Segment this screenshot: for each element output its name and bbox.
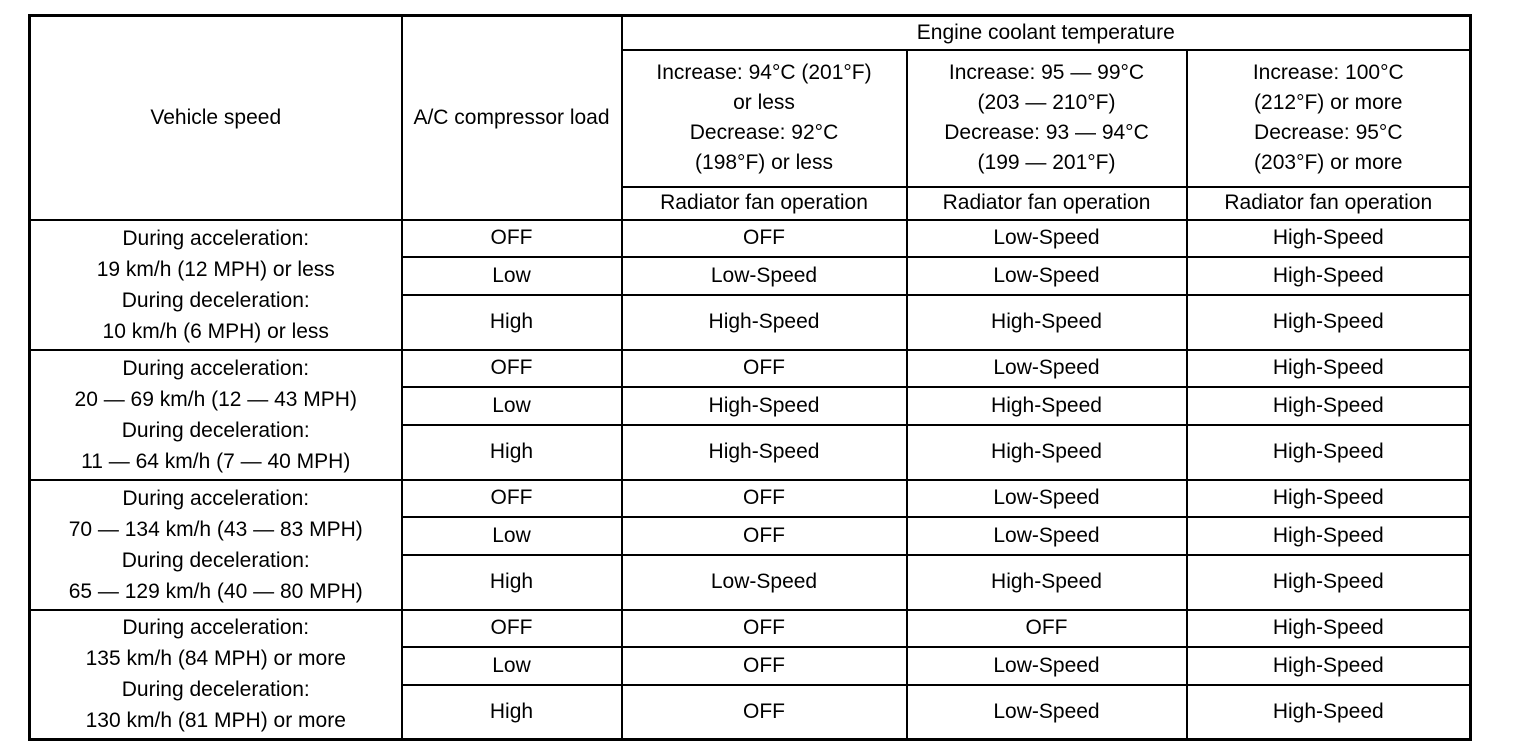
- vehicle-speed-line: 11 — 64 km/h (7 — 40 MPH): [81, 449, 351, 473]
- vehicle-speed-line: 135 km/h (84 MPH) or more: [85, 647, 346, 671]
- ac-load-cell: Low: [400, 255, 623, 296]
- ac-load-cell: Low: [400, 385, 623, 426]
- vehicle-speed-cell: During acceleration: 19 km/h (12 MPH) or…: [28, 218, 403, 351]
- temp-range-line: Increase: 94°C (201°F): [656, 61, 872, 84]
- ac-load-cell: OFF: [400, 218, 623, 258]
- fan-operation-cell: High-Speed: [1185, 553, 1472, 611]
- ac-load-cell: Low: [400, 515, 623, 556]
- ac-load-cell: OFF: [400, 478, 623, 518]
- vehicle-speed-line: During deceleration:: [121, 678, 310, 702]
- radiator-fan-operation-header-1: Radiator fan operation: [620, 185, 908, 221]
- fan-operation-cell: Low-Speed: [905, 255, 1188, 296]
- fan-operation-cell: Low-Speed: [905, 218, 1188, 258]
- radiator-fan-operation-header-2: Radiator fan operation: [905, 185, 1188, 221]
- ac-load-cell: Low: [400, 645, 623, 686]
- fan-operation-cell: Low-Speed: [905, 515, 1188, 556]
- fan-operation-cell: OFF: [620, 515, 908, 556]
- radiator-fan-operation-table: Vehicle speed A/C compressor load Engine…: [28, 14, 1473, 741]
- temp-range-line: (212°F) or more: [1254, 91, 1403, 114]
- ac-load-cell: High: [400, 683, 623, 741]
- ac-load-cell: High: [400, 423, 623, 481]
- vehicle-speed-line: 10 km/h (6 MPH) or less: [102, 319, 329, 343]
- vehicle-speed-line: During acceleration:: [122, 486, 310, 510]
- temp-range-line: (198°F) or less: [695, 151, 833, 174]
- temp-range-line: (203°F) or more: [1254, 151, 1403, 174]
- fan-operation-cell: High-Speed: [905, 423, 1188, 481]
- vehicle-speed-line: During acceleration:: [122, 226, 310, 250]
- fan-operation-cell: High-Speed: [905, 553, 1188, 611]
- fan-operation-cell: High-Speed: [1185, 255, 1472, 296]
- fan-operation-cell: High-Speed: [1185, 645, 1472, 686]
- vehicle-speed-cell: During acceleration: 70 — 134 km/h (43 —…: [28, 478, 403, 611]
- vehicle-speed-header: Vehicle speed: [28, 14, 403, 221]
- fan-operation-cell: High-Speed: [1185, 683, 1472, 741]
- fan-operation-cell: Low-Speed: [905, 645, 1188, 686]
- temp-range-column-3: Increase: 100°C (212°F) or more Decrease…: [1185, 48, 1472, 188]
- fan-operation-cell: Low-Speed: [905, 348, 1188, 388]
- vehicle-speed-cell: During acceleration: 20 — 69 km/h (12 — …: [28, 348, 403, 481]
- fan-operation-cell: OFF: [905, 608, 1188, 648]
- fan-operation-cell: OFF: [620, 218, 908, 258]
- fan-operation-cell: High-Speed: [1185, 608, 1472, 648]
- fan-operation-cell: High-Speed: [620, 385, 908, 426]
- vehicle-speed-line: During acceleration:: [122, 356, 310, 380]
- fan-operation-cell: High-Speed: [1185, 293, 1472, 351]
- ac-compressor-load-header: A/C compressor load: [400, 14, 623, 221]
- vehicle-speed-line: During acceleration:: [122, 616, 310, 640]
- vehicle-speed-cell: During acceleration: 135 km/h (84 MPH) o…: [28, 608, 403, 741]
- engine-coolant-temperature-header: Engine coolant temperature: [620, 14, 1472, 51]
- fan-operation-cell: High-Speed: [1185, 218, 1472, 258]
- vehicle-speed-line: 19 km/h (12 MPH) or less: [96, 257, 335, 281]
- fan-operation-cell: High-Speed: [620, 423, 908, 481]
- fan-operation-cell: Low-Speed: [620, 553, 908, 611]
- temp-range-line: Decrease: 93 — 94°C: [944, 121, 1149, 144]
- temp-range-line: Increase: 95 — 99°C: [948, 61, 1145, 84]
- ac-load-cell: High: [400, 293, 623, 351]
- temp-range-line: Decrease: 92°C: [689, 121, 839, 144]
- temp-range-column-2: Increase: 95 — 99°C (203 — 210°F) Decrea…: [905, 48, 1188, 188]
- fan-operation-cell: High-Speed: [905, 385, 1188, 426]
- vehicle-speed-line: During deceleration:: [121, 548, 310, 572]
- temp-range-line: or less: [733, 91, 795, 114]
- fan-operation-cell: Low-Speed: [620, 255, 908, 296]
- ac-load-cell: OFF: [400, 608, 623, 648]
- vehicle-speed-line: 65 — 129 km/h (40 — 80 MPH): [68, 579, 363, 603]
- vehicle-speed-line: 20 — 69 km/h (12 — 43 MPH): [74, 387, 357, 411]
- fan-operation-cell: OFF: [620, 348, 908, 388]
- fan-operation-cell: High-Speed: [1185, 385, 1472, 426]
- fan-operation-cell: High-Speed: [1185, 478, 1472, 518]
- temp-range-line: (203 — 210°F): [977, 91, 1116, 114]
- fan-operation-cell: OFF: [620, 608, 908, 648]
- vehicle-speed-line: 70 — 134 km/h (43 — 83 MPH): [68, 517, 363, 541]
- fan-operation-cell: High-Speed: [1185, 423, 1472, 481]
- fan-operation-cell: OFF: [620, 683, 908, 741]
- vehicle-speed-line: During deceleration:: [121, 288, 310, 312]
- temp-range-line: Decrease: 95°C: [1254, 121, 1403, 144]
- vehicle-speed-line: During deceleration:: [121, 418, 310, 442]
- fan-operation-cell: Low-Speed: [905, 478, 1188, 518]
- fan-operation-cell: High-Speed: [905, 293, 1188, 351]
- temp-range-line: Increase: 100°C: [1252, 61, 1404, 84]
- fan-operation-cell: OFF: [620, 645, 908, 686]
- fan-operation-cell: Low-Speed: [905, 683, 1188, 741]
- vehicle-speed-line: 130 km/h (81 MPH) or more: [85, 709, 346, 733]
- ac-load-cell: OFF: [400, 348, 623, 388]
- fan-operation-cell: OFF: [620, 478, 908, 518]
- radiator-fan-operation-header-3: Radiator fan operation: [1185, 185, 1472, 221]
- fan-operation-cell: High-Speed: [620, 293, 908, 351]
- fan-operation-cell: High-Speed: [1185, 348, 1472, 388]
- temp-range-column-1: Increase: 94°C (201°F) or less Decrease:…: [620, 48, 908, 188]
- ac-load-cell: High: [400, 553, 623, 611]
- temp-range-line: (199 — 201°F): [977, 151, 1116, 174]
- fan-operation-cell: High-Speed: [1185, 515, 1472, 556]
